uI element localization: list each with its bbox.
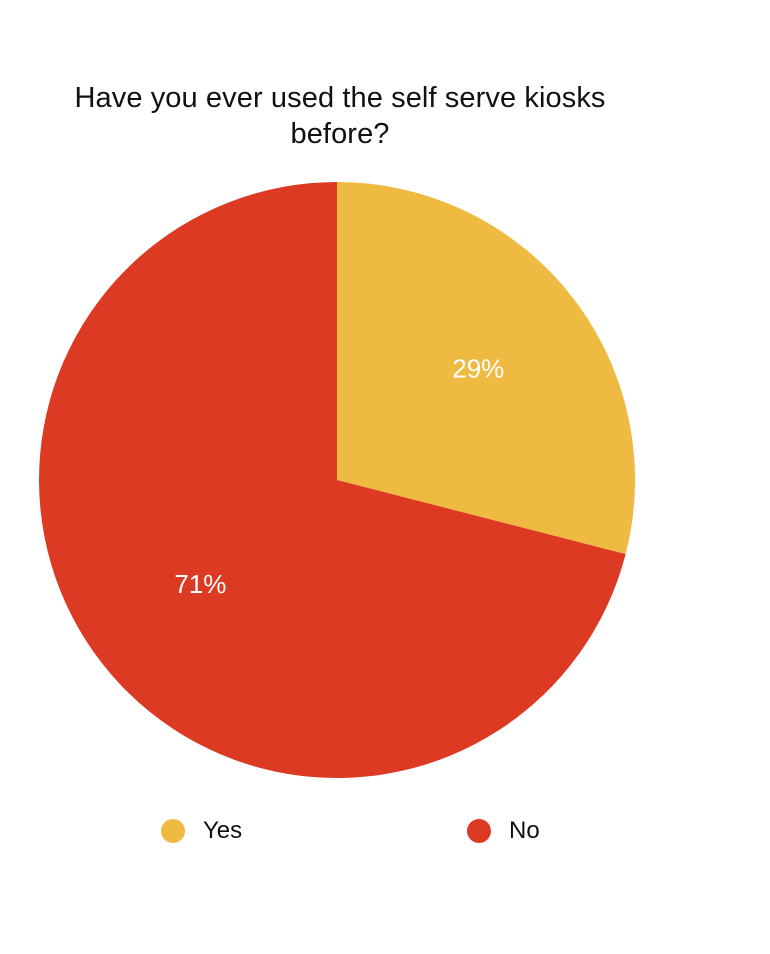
- pie-slice-yes: [337, 182, 635, 555]
- legend-item-yes: Yes: [161, 814, 242, 848]
- legend-label-yes: Yes: [203, 817, 243, 844]
- legend-marker-yes: [161, 819, 185, 843]
- slice-label-yes: 29%: [452, 353, 504, 383]
- pie-slice-no: [38, 182, 626, 778]
- slice-label-no: 71%: [174, 569, 226, 599]
- legend-label-no: No: [509, 817, 540, 844]
- chart-title: Have you ever used the self serve kiosks…: [0, 80, 680, 152]
- chart-title-line-2: before?: [290, 118, 390, 150]
- legend-marker-no: [467, 819, 491, 843]
- legend-item-no: No: [467, 814, 540, 848]
- chart-title-line-1: Have you ever used the self serve kiosks: [74, 82, 606, 114]
